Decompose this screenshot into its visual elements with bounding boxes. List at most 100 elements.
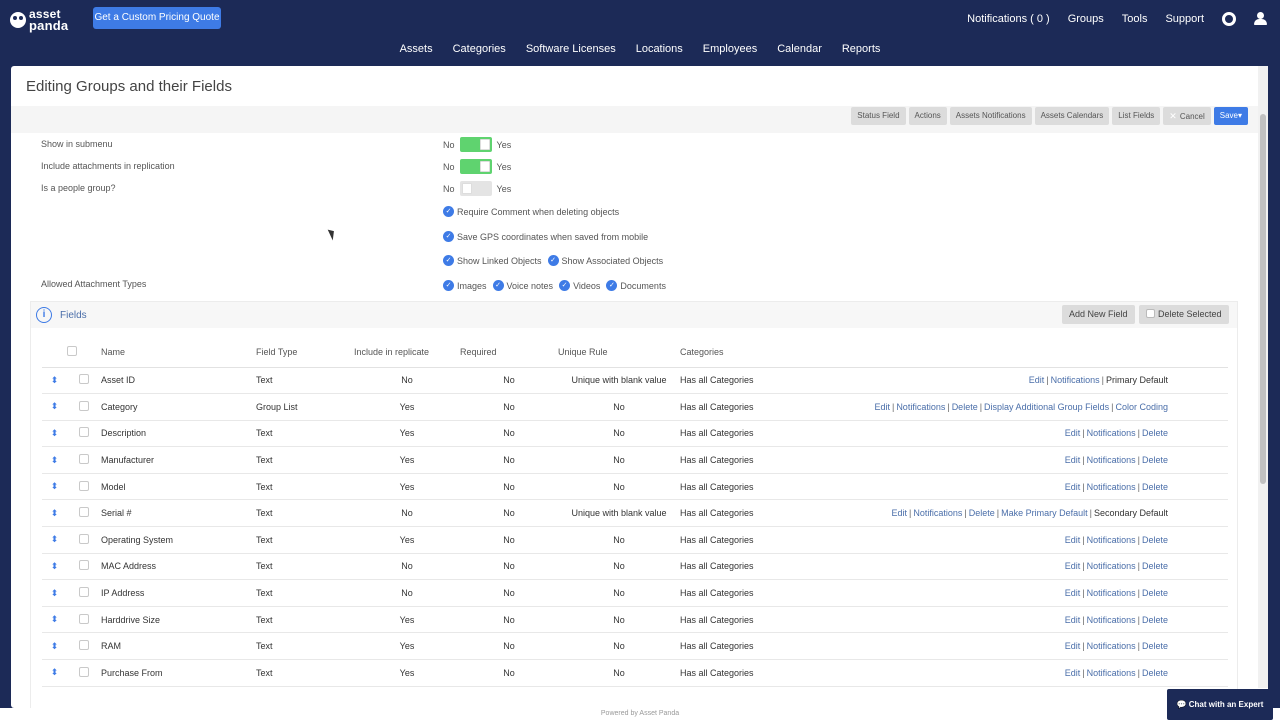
drag-handle-icon[interactable]: ⬍ — [42, 499, 67, 528]
delete-link[interactable]: Delete — [1141, 614, 1168, 625]
nav-software-licenses[interactable]: Software Licenses — [525, 43, 616, 55]
save-button[interactable]: Save▾ — [1213, 107, 1248, 125]
nav-assets[interactable]: Assets — [399, 43, 433, 55]
require-comment-option[interactable]: ✓ Require Comment when deleting objects — [443, 206, 619, 217]
row-checkbox[interactable] — [79, 560, 89, 571]
row-checkbox[interactable] — [79, 533, 89, 544]
documents-label[interactable]: Documents — [620, 280, 666, 291]
edit-link[interactable]: Edit — [1064, 588, 1081, 599]
drag-handle-icon[interactable]: ⬍ — [42, 632, 67, 661]
drag-handle-icon[interactable]: ⬍ — [42, 473, 67, 501]
status-field-button[interactable]: Status Field — [851, 107, 906, 125]
notifications-link[interactable]: Notifications — [1086, 481, 1136, 492]
notifications-link[interactable]: Notifications — [1086, 588, 1136, 599]
col-categories[interactable]: Categories — [680, 338, 830, 368]
notifications-link[interactable]: Notifications — [1086, 614, 1136, 625]
images-label[interactable]: Images — [457, 280, 487, 291]
check-icon[interactable]: ✓ — [443, 255, 454, 266]
list-fields-button[interactable]: List Fields — [1112, 107, 1161, 125]
edit-link[interactable]: Edit — [891, 508, 907, 519]
drag-handle-icon[interactable]: ⬍ — [42, 393, 67, 421]
delete-link[interactable]: Delete — [968, 508, 995, 519]
delete-link[interactable]: Delete — [1141, 588, 1168, 599]
actions-button[interactable]: Actions — [908, 107, 947, 125]
row-checkbox[interactable] — [79, 640, 89, 651]
asset-panda-logo[interactable]: asset panda — [10, 7, 70, 33]
row-checkbox[interactable] — [79, 374, 89, 385]
row-checkbox[interactable] — [79, 454, 89, 465]
groups-link[interactable]: Groups — [1067, 13, 1104, 25]
notifications-link[interactable]: Notifications — [1086, 455, 1136, 466]
col-required[interactable]: Required — [460, 338, 558, 368]
edit-link[interactable]: Edit — [1064, 641, 1081, 652]
color-coding-link[interactable]: Color Coding — [1115, 401, 1168, 412]
notifications-link[interactable]: Notifications — [1086, 561, 1136, 572]
notifications-link[interactable]: Notifications — [913, 508, 963, 519]
chat-with-expert-button[interactable]: 💬 Chat with an Expert — [1167, 689, 1273, 720]
edit-link[interactable]: Edit — [1064, 481, 1081, 492]
row-checkbox[interactable] — [79, 480, 89, 491]
edit-link[interactable]: Edit — [1064, 428, 1081, 439]
include-attachments-toggle[interactable] — [459, 159, 492, 174]
drag-handle-icon[interactable]: ⬍ — [42, 553, 67, 581]
notifications-link[interactable]: Notifications — [896, 401, 946, 412]
notifications-link[interactable]: Notifications — [1086, 534, 1136, 545]
check-icon[interactable]: ✓ — [547, 255, 559, 266]
drag-handle-icon[interactable]: ⬍ — [42, 579, 67, 607]
support-link[interactable]: Support — [1165, 13, 1204, 25]
voice-notes-label[interactable]: Voice notes — [506, 280, 554, 291]
drag-handle-icon[interactable]: ⬍ — [42, 420, 67, 448]
delete-link[interactable]: Delete — [1141, 561, 1168, 572]
notifications-link[interactable]: Notifications — [1050, 375, 1100, 386]
make-primary-link[interactable]: Make Primary Default — [1001, 508, 1088, 519]
delete-link[interactable]: Delete — [1141, 641, 1168, 652]
add-new-field-button[interactable]: Add New Field — [1062, 305, 1135, 324]
assets-notifications-button[interactable]: Assets Notifications — [949, 107, 1032, 125]
row-checkbox[interactable] — [79, 400, 89, 411]
nav-employees[interactable]: Employees — [702, 43, 758, 55]
row-checkbox[interactable] — [79, 507, 89, 518]
show-associated-objects-label[interactable]: Show Associated Objects — [561, 255, 664, 266]
col-field-type[interactable]: Field Type — [256, 338, 354, 368]
check-icon[interactable]: ✓ — [492, 280, 504, 291]
nav-calendar[interactable]: Calendar — [777, 43, 822, 55]
delete-link[interactable]: Delete — [951, 401, 978, 412]
user-icon[interactable] — [1254, 12, 1268, 26]
delete-link[interactable]: Delete — [1141, 667, 1168, 678]
nav-locations[interactable]: Locations — [635, 43, 683, 55]
edit-link[interactable]: Edit — [1064, 561, 1081, 572]
drag-handle-icon[interactable]: ⬍ — [42, 606, 67, 634]
select-all-checkbox[interactable] — [67, 346, 77, 357]
edit-link[interactable]: Edit — [1064, 455, 1081, 466]
delete-link[interactable]: Delete — [1141, 481, 1168, 492]
notifications-link[interactable]: Notifications — [1086, 641, 1136, 652]
col-name[interactable]: Name — [101, 338, 256, 368]
delete-link[interactable]: Delete — [1141, 428, 1168, 439]
custom-pricing-quote-button[interactable]: Get a Custom Pricing Quote — [93, 7, 221, 29]
delete-link[interactable]: Delete — [1141, 455, 1168, 466]
row-checkbox[interactable] — [79, 666, 89, 677]
is-people-group-toggle[interactable] — [459, 181, 492, 196]
edit-link[interactable]: Edit — [1064, 614, 1081, 625]
edit-link[interactable]: Edit — [1064, 534, 1081, 545]
check-icon[interactable]: ✓ — [443, 206, 454, 217]
notifications-link[interactable]: Notifications — [1086, 667, 1136, 678]
nav-reports[interactable]: Reports — [841, 43, 881, 55]
tools-link[interactable]: Tools — [1121, 13, 1148, 25]
col-unique-rule[interactable]: Unique Rule — [558, 338, 680, 368]
show-linked-objects-label[interactable]: Show Linked Objects — [457, 255, 542, 266]
drag-handle-icon[interactable]: ⬍ — [42, 526, 67, 554]
notifications-link[interactable]: Notifications — [1086, 428, 1136, 439]
delete-selected-button[interactable]: Delete Selected — [1139, 305, 1229, 324]
check-icon[interactable]: ✓ — [606, 280, 618, 291]
check-icon[interactable]: ✓ — [559, 280, 571, 291]
save-gps-option[interactable]: ✓ Save GPS coordinates when saved from mo… — [443, 231, 648, 242]
assets-calendars-button[interactable]: Assets Calendars — [1034, 107, 1110, 125]
drag-handle-icon[interactable]: ⬍ — [42, 367, 67, 395]
delete-link[interactable]: Delete — [1141, 534, 1168, 545]
row-checkbox[interactable] — [79, 587, 89, 598]
gear-icon[interactable] — [1222, 12, 1236, 26]
cancel-button[interactable]: ✕ Cancel — [1163, 107, 1211, 125]
check-icon[interactable]: ✓ — [443, 231, 454, 242]
row-checkbox[interactable] — [79, 613, 89, 624]
